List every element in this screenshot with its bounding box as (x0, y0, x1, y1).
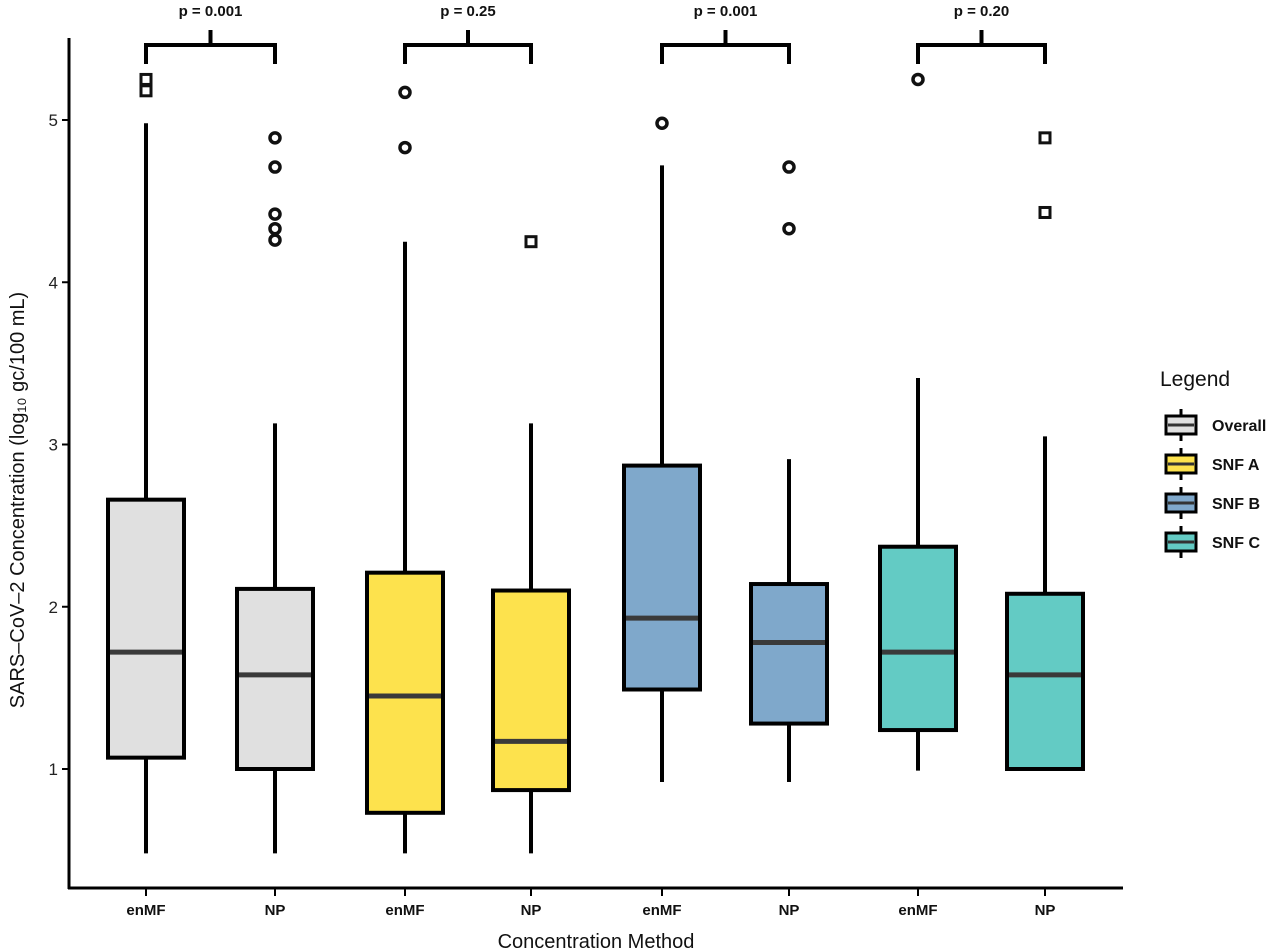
outlier-point (268, 207, 282, 221)
legend-label: Overall (1212, 418, 1266, 435)
plot-area (106, 72, 1085, 854)
significance-brackets: p = 0.001 p = 0.25 p = 0.001 p = 0.20 (144, 3, 1047, 64)
box-iqr (491, 588, 571, 793)
box-snf-a-np (491, 235, 571, 854)
bracket (144, 30, 277, 64)
outlier-point (655, 116, 669, 130)
bracket (403, 30, 533, 64)
x-tick-label: NP (265, 902, 286, 919)
outlier-point (1038, 205, 1052, 219)
legend-label: SNF C (1212, 535, 1260, 552)
p-value-label: p = 0.20 (954, 3, 1009, 20)
x-tick-label: enMF (898, 902, 937, 919)
y-tick-label: 1 (49, 760, 58, 779)
bracket (916, 30, 1047, 64)
x-tick-label: NP (521, 902, 542, 919)
outlier-point (398, 85, 412, 100)
legend-label: SNF B (1212, 496, 1260, 513)
box-overall-np (235, 131, 315, 854)
outlier-point (524, 235, 538, 249)
box-iqr (749, 582, 829, 726)
box-iqr (878, 544, 958, 733)
y-axis-ticks: 1 2 3 4 5 (49, 111, 69, 779)
box-iqr (1005, 591, 1085, 772)
x-tick-label: enMF (385, 902, 424, 919)
outlier-point (268, 221, 282, 236)
box-iqr (365, 570, 445, 815)
outlier-point (398, 140, 412, 155)
outlier-point (911, 72, 925, 87)
legend-item-snf-a: SNF A (1164, 448, 1260, 480)
box-iqr (622, 463, 702, 692)
legend-label: SNF A (1212, 457, 1260, 474)
p-value-label: p = 0.25 (440, 3, 495, 20)
x-tick-label: enMF (642, 902, 681, 919)
y-tick-label: 4 (49, 273, 58, 292)
x-axis-ticks: enMF NP enMF NP enMF NP enMF NP (126, 888, 1055, 919)
outlier-point (782, 221, 796, 236)
box-iqr (235, 586, 315, 772)
box-iqr (106, 497, 186, 760)
bracket (660, 30, 791, 64)
box-snf-c-np (1005, 131, 1085, 772)
outlier-point (268, 160, 282, 174)
legend-item-snf-b: SNF B (1164, 487, 1260, 519)
y-tick-label: 3 (49, 436, 58, 455)
x-tick-label: NP (1035, 902, 1056, 919)
outlier-point (1038, 131, 1052, 145)
box-snf-a-enmf (365, 85, 445, 854)
y-tick-label: 5 (49, 111, 58, 130)
outlier-point (782, 160, 796, 174)
box-snf-b-np (749, 160, 829, 782)
legend-title: Legend (1160, 368, 1230, 391)
x-axis-title: Concentration Method (498, 931, 695, 952)
x-tick-label: enMF (126, 902, 165, 919)
y-tick-label: 2 (49, 598, 58, 617)
box-snf-c-enmf (878, 72, 958, 771)
legend: Legend Overall SNF A SNF B SNF C (1160, 368, 1266, 558)
y-axis-title: SARS–CoV–2 Concentration (log₁₀ gc/100 m… (7, 292, 29, 708)
outlier-point (139, 72, 153, 86)
box-snf-b-enmf (622, 116, 702, 782)
outlier-point (268, 131, 282, 145)
box-overall-enmf (106, 72, 186, 854)
x-tick-label: NP (779, 902, 800, 919)
p-value-label: p = 0.001 (694, 3, 758, 20)
legend-item-snf-c: SNF C (1164, 526, 1260, 558)
outlier-point (139, 84, 153, 98)
p-value-label: p = 0.001 (179, 3, 243, 20)
outlier-point (268, 233, 282, 247)
legend-item-overall: Overall (1164, 409, 1266, 441)
